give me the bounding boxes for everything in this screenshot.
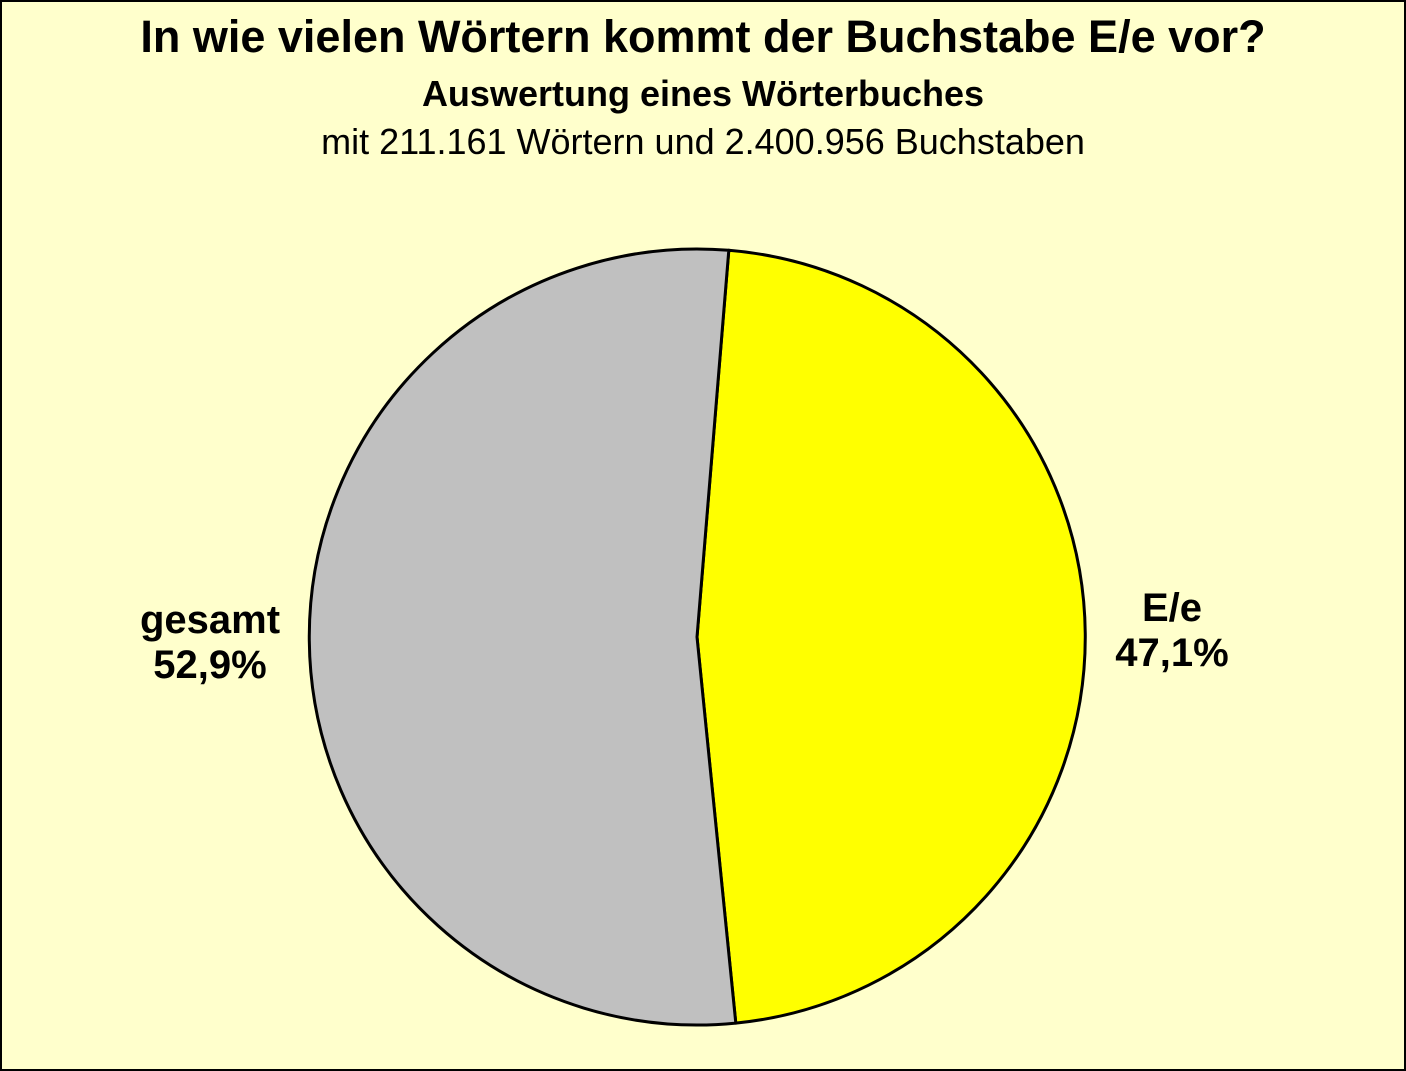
chart-subtitle: Auswertung eines Wörterbuches	[421, 73, 985, 114]
pie-slice-gesamt	[307, 247, 738, 1027]
slice-label-gesamt: gesamt 52,9%	[60, 598, 360, 688]
pie-slice-e-e	[695, 248, 1087, 1025]
slice-label-ee: E/e 47,1%	[1022, 586, 1322, 676]
slice-label-ee-value: 47,1%	[1115, 631, 1229, 675]
slice-label-gesamt-name: gesamt	[139, 598, 281, 642]
slice-label-gesamt-value: 52,9%	[153, 643, 267, 687]
chart-title: In wie vielen Wörtern kommt der Buchstab…	[140, 11, 1266, 62]
chart-note: mit 211.161 Wörtern und 2.400.956 Buchst…	[321, 121, 1085, 162]
slice-label-ee-name: E/e	[1141, 586, 1203, 630]
